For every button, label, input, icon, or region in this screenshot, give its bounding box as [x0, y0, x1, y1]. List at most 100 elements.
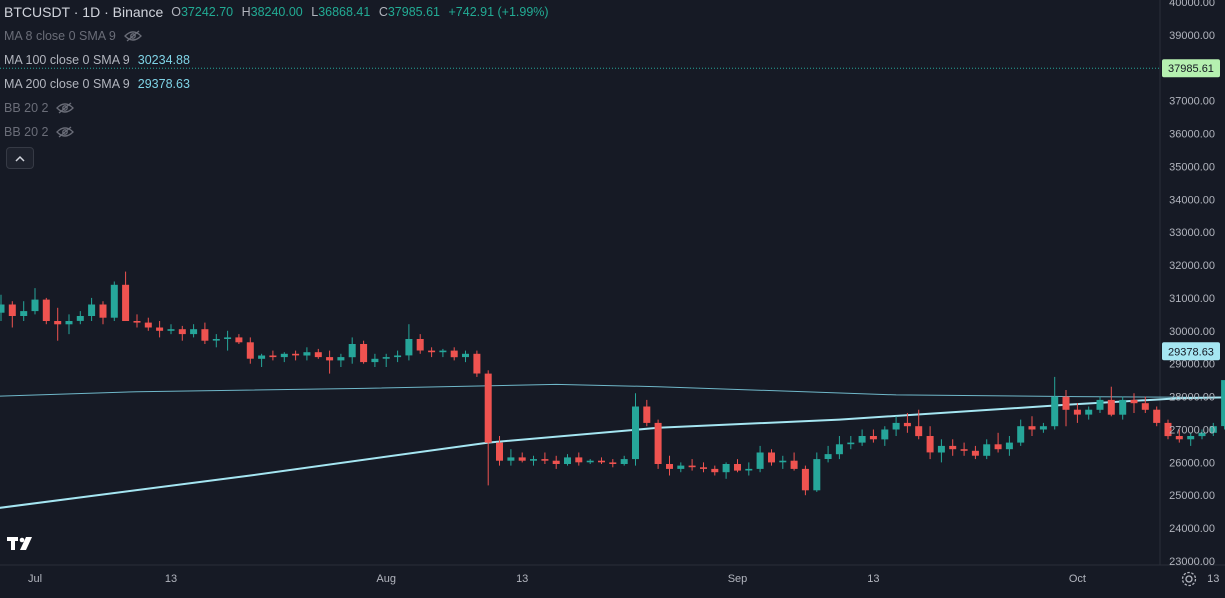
collapse-legend-button[interactable]: [6, 147, 34, 169]
ma200-line: [0, 396, 1225, 509]
candle: [926, 426, 934, 460]
candle: [847, 436, 855, 450]
candle: [1073, 403, 1081, 423]
candle: [1187, 432, 1195, 446]
candle-body: [235, 337, 243, 343]
eye-crossed-icon[interactable]: [56, 126, 75, 138]
candle-body: [813, 459, 821, 491]
ma100-line: [0, 383, 1225, 398]
ma200-badge-bg: [1162, 342, 1220, 361]
candle-body: [564, 457, 571, 464]
candle-body: [518, 457, 526, 461]
candle: [1085, 406, 1093, 420]
candle-body: [326, 357, 334, 361]
candle-body: [382, 357, 390, 359]
candle: [586, 459, 594, 464]
candle: [609, 459, 617, 468]
candle-body: [722, 464, 730, 473]
candle: [541, 452, 549, 464]
candle-body: [246, 342, 254, 359]
indicator-row-ma200[interactable]: MA 200 close 0 SMA 9 29378.63: [4, 72, 554, 96]
candle-body: [971, 450, 979, 456]
candle-body: [88, 304, 96, 316]
time-tick-label: 13: [867, 573, 879, 585]
tradingview-logo-icon[interactable]: [6, 533, 36, 555]
candle: [235, 334, 243, 344]
candle-body: [348, 344, 356, 358]
eye-crossed-icon[interactable]: [123, 30, 142, 42]
candle: [405, 324, 413, 361]
candle: [575, 452, 583, 466]
candle: [258, 353, 266, 367]
candle: [971, 445, 979, 460]
chevron-up-icon: [15, 155, 25, 162]
symbol-title[interactable]: BTCUSDT · 1D · Binance: [4, 4, 164, 20]
candle: [801, 465, 809, 496]
candle-body: [473, 353, 481, 374]
indicator-label[interactable]: MA 100 close 0 SMA 9: [4, 53, 130, 67]
candle-body: [462, 353, 469, 358]
candle-body: [42, 299, 50, 321]
price-tick-label: 39000.00: [1169, 30, 1215, 42]
candle: [416, 334, 424, 354]
candle-body: [144, 322, 152, 328]
candle: [224, 330, 232, 351]
candle-body: [949, 445, 957, 450]
candle-body: [1153, 409, 1161, 423]
candle: [314, 348, 322, 359]
candle-body: [394, 355, 402, 358]
candle: [632, 393, 639, 466]
symbol-row[interactable]: BTCUSDT · 1D · Binance O37242.70 H38240.…: [4, 0, 554, 24]
time-tick-label: Sep: [728, 573, 748, 585]
candle: [1198, 429, 1206, 440]
indicator-row-ma8[interactable]: MA 8 close 0 SMA 9: [4, 24, 554, 48]
time-axis[interactable]: Jul13Aug13Sep13Oct13Nov13Dec: [28, 573, 1225, 585]
candle-body: [360, 344, 368, 363]
price-tick-label: 35000.00: [1169, 161, 1215, 173]
candle-body: [416, 339, 424, 351]
candle-body: [1209, 426, 1217, 433]
time-tick-label: 13: [165, 573, 177, 585]
candle: [428, 347, 436, 358]
candle-body: [835, 444, 843, 455]
candle-body: [1005, 442, 1013, 450]
candle-body: [790, 460, 798, 469]
candle-body: [1141, 403, 1149, 410]
ohlc-high-key: H: [241, 5, 251, 19]
candle: [20, 301, 28, 321]
candle: [65, 314, 73, 335]
ohlc-high-value: 38240.00: [250, 5, 303, 19]
candle-body: [711, 468, 719, 473]
ohlc-change: +742.91 (+1.99%): [448, 5, 549, 19]
indicator-label[interactable]: MA 200 close 0 SMA 9: [4, 77, 130, 91]
candle: [0, 294, 5, 321]
indicator-row-bb2[interactable]: BB 20 2: [4, 120, 554, 144]
indicator-label[interactable]: MA 8 close 0 SMA 9: [4, 29, 116, 43]
candle-body: [450, 350, 458, 358]
candle: [1221, 380, 1225, 430]
indicator-row-bb1[interactable]: BB 20 2: [4, 96, 554, 120]
candle-body: [530, 459, 537, 461]
candle-body: [156, 327, 164, 331]
candle-body: [371, 358, 379, 363]
candle: [654, 419, 662, 469]
candle-body: [1198, 432, 1206, 437]
candle-body: [292, 353, 300, 356]
gear-icon[interactable]: [1180, 570, 1198, 588]
chart-legend: BTCUSDT · 1D · Binance O37242.70 H38240.…: [4, 0, 554, 144]
trendline-group[interactable]: [0, 67, 1225, 235]
candle-body: [212, 339, 220, 341]
candle-body: [586, 460, 594, 463]
candle: [552, 455, 560, 469]
indicator-label[interactable]: BB 20 2: [4, 125, 49, 139]
indicator-label[interactable]: BB 20 2: [4, 101, 49, 115]
indicator-row-ma100[interactable]: MA 100 close 0 SMA 9 30234.88: [4, 48, 554, 72]
candle-body: [1073, 409, 1081, 415]
candle-body: [1051, 396, 1059, 427]
candle-body: [269, 355, 277, 358]
last-price-badge: 37985.61: [1162, 59, 1220, 78]
price-tick-label: 40000.00: [1169, 0, 1215, 9]
eye-crossed-icon[interactable]: [56, 102, 75, 114]
candle: [156, 321, 164, 338]
